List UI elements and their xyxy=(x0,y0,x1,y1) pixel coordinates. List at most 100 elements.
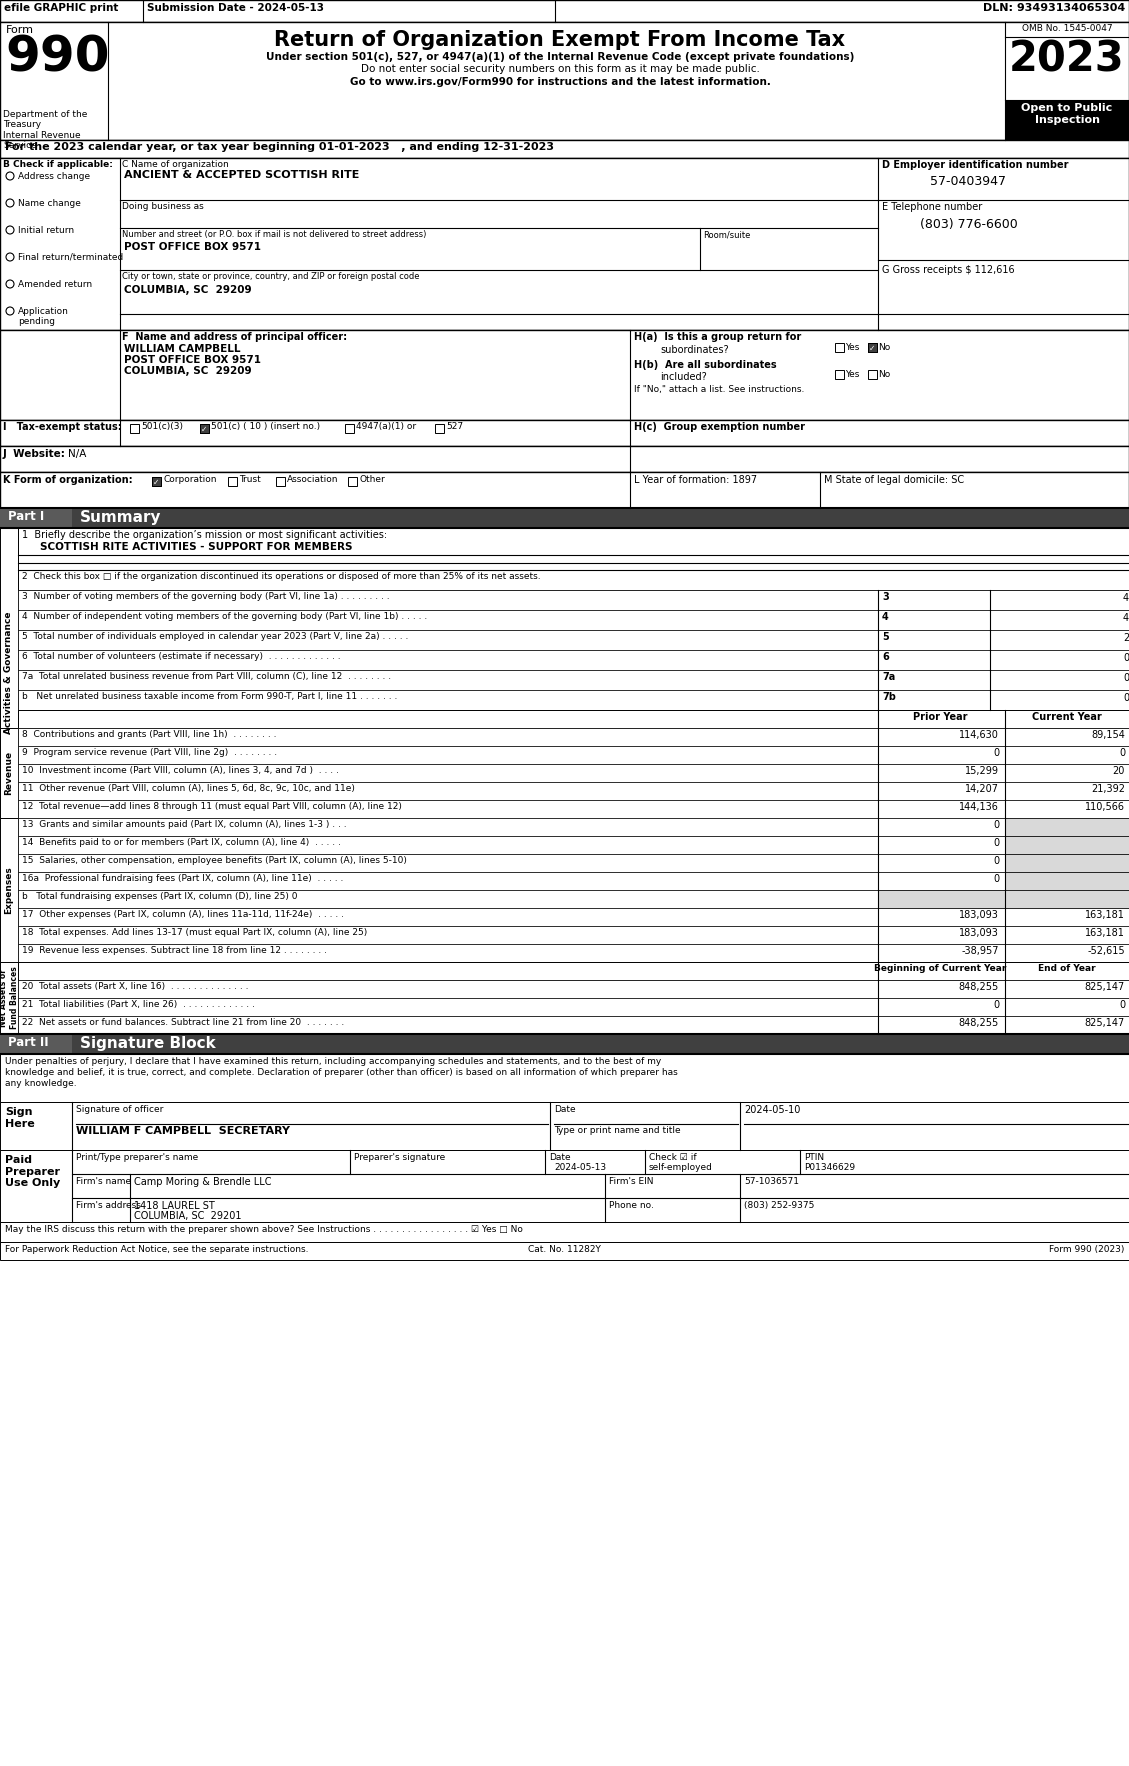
Text: Signature Block: Signature Block xyxy=(80,1037,216,1051)
Text: Room/suite: Room/suite xyxy=(703,230,751,238)
Bar xyxy=(18,710,1129,728)
Bar xyxy=(152,477,161,486)
Text: 0: 0 xyxy=(1123,692,1129,703)
Bar xyxy=(18,650,1129,669)
Text: Firm's EIN: Firm's EIN xyxy=(609,1176,654,1187)
Text: b   Total fundraising expenses (Part IX, column (D), line 25) 0: b Total fundraising expenses (Part IX, c… xyxy=(21,892,298,901)
Text: Prior Year: Prior Year xyxy=(912,712,968,722)
Text: May the IRS discuss this return with the preparer shown above? See Instructions : May the IRS discuss this return with the… xyxy=(5,1226,523,1234)
Text: Activities & Governance: Activities & Governance xyxy=(5,611,14,735)
Text: 501(c) ( 10 ) (insert no.): 501(c) ( 10 ) (insert no.) xyxy=(211,422,321,431)
Bar xyxy=(275,477,285,486)
Text: Camp Moring & Brendle LLC: Camp Moring & Brendle LLC xyxy=(134,1176,271,1187)
Bar xyxy=(18,691,1129,710)
Bar xyxy=(0,962,18,1035)
Text: For the 2023 calendar year, or tax year beginning 01-01-2023   , and ending 12-3: For the 2023 calendar year, or tax year … xyxy=(5,141,554,152)
Text: Application
pending: Application pending xyxy=(18,307,69,327)
Text: COLUMBIA, SC  29209: COLUMBIA, SC 29209 xyxy=(124,366,252,376)
Bar xyxy=(18,945,1129,962)
Text: 2: 2 xyxy=(1122,632,1129,643)
Text: H(b)  Are all subordinates: H(b) Are all subordinates xyxy=(634,360,777,371)
Bar xyxy=(200,424,209,433)
Bar xyxy=(435,424,444,433)
Text: 6  Total number of volunteers (estimate if necessary)  . . . . . . . . . . . . .: 6 Total number of volunteers (estimate i… xyxy=(21,652,341,660)
Text: knowledge and belief, it is true, correct, and complete. Declaration of preparer: knowledge and belief, it is true, correc… xyxy=(5,1068,677,1077)
Text: 4: 4 xyxy=(1123,613,1129,623)
Bar xyxy=(0,1035,1129,1054)
Bar xyxy=(868,371,877,380)
Bar xyxy=(878,890,1005,908)
Text: -38,957: -38,957 xyxy=(962,947,999,955)
Text: 848,255: 848,255 xyxy=(959,982,999,992)
Bar xyxy=(0,140,1129,157)
Text: P01346629: P01346629 xyxy=(804,1164,855,1173)
Text: Final return/terminated: Final return/terminated xyxy=(18,253,123,261)
Bar xyxy=(0,1150,1129,1222)
Bar xyxy=(18,590,1129,609)
Bar xyxy=(0,1035,72,1054)
Text: 15  Salaries, other compensation, employee benefits (Part IX, column (A), lines : 15 Salaries, other compensation, employe… xyxy=(21,857,406,865)
Bar xyxy=(18,570,1129,590)
Text: 183,093: 183,093 xyxy=(960,909,999,920)
Bar xyxy=(0,1241,1129,1259)
Text: 4: 4 xyxy=(882,613,889,622)
Bar xyxy=(18,925,1129,945)
Text: 89,154: 89,154 xyxy=(1091,729,1124,740)
Text: 13  Grants and similar amounts paid (Part IX, column (A), lines 1-3 ) . . .: 13 Grants and similar amounts paid (Part… xyxy=(21,819,347,828)
Text: C Name of organization: C Name of organization xyxy=(122,161,229,170)
Text: Expenses: Expenses xyxy=(5,865,14,913)
Bar xyxy=(18,962,1129,980)
Text: Beginning of Current Year: Beginning of Current Year xyxy=(874,964,1006,973)
Text: Print/Type preparer's name: Print/Type preparer's name xyxy=(76,1153,199,1162)
Bar xyxy=(345,424,355,433)
Text: Phone no.: Phone no. xyxy=(609,1201,654,1210)
Bar xyxy=(18,765,1129,782)
Text: ✓: ✓ xyxy=(201,424,208,433)
Bar xyxy=(200,424,209,433)
Text: D Employer identification number: D Employer identification number xyxy=(882,161,1068,170)
Text: 6: 6 xyxy=(882,652,889,662)
Text: Check ☑ if: Check ☑ if xyxy=(649,1153,697,1162)
Bar xyxy=(18,998,1129,1015)
Text: 1  Briefly describe the organization’s mission or most significant activities:: 1 Briefly describe the organization’s mi… xyxy=(21,530,387,540)
Text: SCOTTISH RITE ACTIVITIES - SUPPORT FOR MEMBERS: SCOTTISH RITE ACTIVITIES - SUPPORT FOR M… xyxy=(40,542,352,553)
Text: End of Year: End of Year xyxy=(1039,964,1096,973)
Text: 16a  Professional fundraising fees (Part IX, column (A), line 11e)  . . . . .: 16a Professional fundraising fees (Part … xyxy=(21,874,343,883)
Bar xyxy=(0,818,18,962)
Text: I   Tax-exempt status:: I Tax-exempt status: xyxy=(3,422,122,433)
Bar xyxy=(18,669,1129,691)
Bar xyxy=(18,630,1129,650)
Text: Sign
Here: Sign Here xyxy=(5,1107,35,1128)
Text: 17  Other expenses (Part IX, column (A), lines 11a-11d, 11f-24e)  . . . . .: 17 Other expenses (Part IX, column (A), … xyxy=(21,909,344,918)
Text: Part II: Part II xyxy=(8,1037,49,1049)
Text: 0: 0 xyxy=(1119,1000,1124,1010)
Text: OMB No. 1545-0047: OMB No. 1545-0047 xyxy=(1022,25,1112,34)
Text: N/A: N/A xyxy=(68,449,87,459)
Text: 7b: 7b xyxy=(882,692,896,703)
Text: H(a)  Is this a group return for: H(a) Is this a group return for xyxy=(634,332,802,343)
Text: POST OFFICE BOX 9571: POST OFFICE BOX 9571 xyxy=(124,242,261,253)
Text: 10  Investment income (Part VIII, column (A), lines 3, 4, and 7d )  . . . .: 10 Investment income (Part VIII, column … xyxy=(21,766,339,775)
Text: Do not enter social security numbers on this form as it may be made public.: Do not enter social security numbers on … xyxy=(360,64,760,74)
Text: Date: Date xyxy=(554,1106,576,1114)
Text: Trust: Trust xyxy=(239,475,261,484)
Bar xyxy=(18,728,1129,745)
Text: Signature of officer: Signature of officer xyxy=(76,1106,164,1114)
Text: Current Year: Current Year xyxy=(1032,712,1102,722)
Text: J  Website:: J Website: xyxy=(3,449,65,459)
Bar xyxy=(18,890,1129,908)
Text: G Gross receipts $ 112,616: G Gross receipts $ 112,616 xyxy=(882,265,1015,275)
Bar xyxy=(18,1015,1129,1035)
Text: H(c)  Group exemption number: H(c) Group exemption number xyxy=(634,422,805,433)
Text: No: No xyxy=(878,343,891,351)
Text: 0: 0 xyxy=(1119,749,1124,758)
Text: Part I: Part I xyxy=(8,510,44,523)
Text: 0: 0 xyxy=(992,749,999,758)
Bar xyxy=(0,528,18,818)
Text: M State of legal domicile: SC: M State of legal domicile: SC xyxy=(824,475,964,486)
Text: 0: 0 xyxy=(1123,673,1129,683)
Text: Paid
Preparer
Use Only: Paid Preparer Use Only xyxy=(5,1155,60,1189)
Text: 5: 5 xyxy=(882,632,889,643)
Bar xyxy=(18,745,1129,765)
Text: 163,181: 163,181 xyxy=(1085,927,1124,938)
